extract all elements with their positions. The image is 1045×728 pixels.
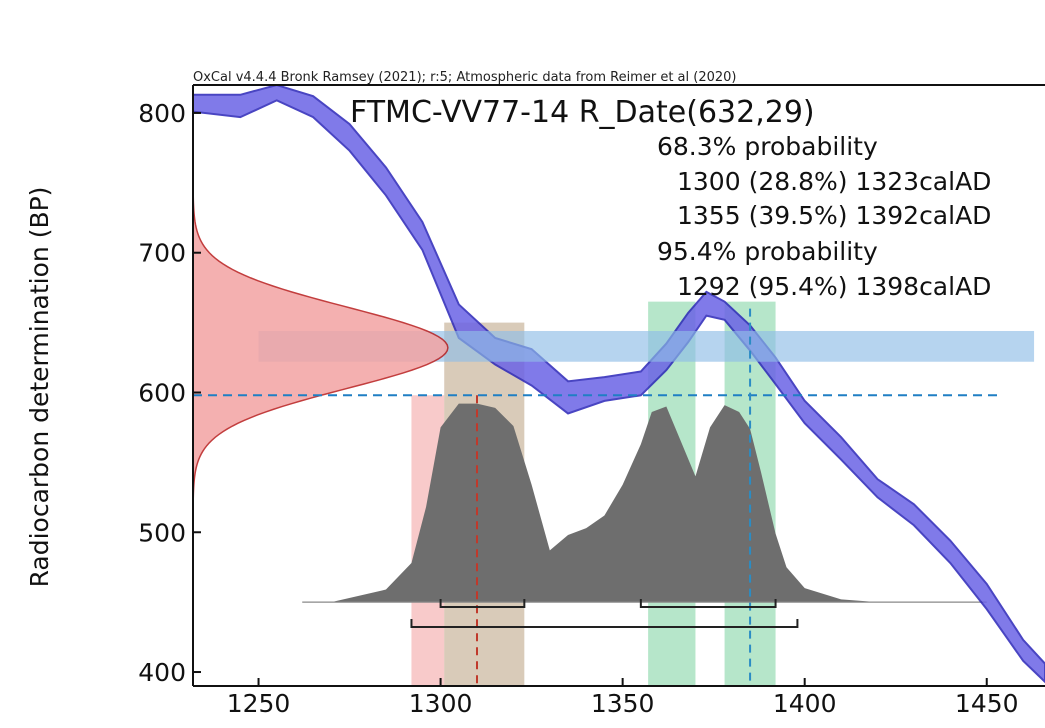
reference-lines xyxy=(193,308,1000,686)
x-tick-label-1400: 1400 xyxy=(773,689,837,718)
x-tick-label-1250: 1250 xyxy=(227,689,291,718)
y-tick-label-500: 500 xyxy=(138,518,186,547)
measurement-layer xyxy=(192,184,1035,511)
y-tick-label-700: 700 xyxy=(138,239,186,268)
prob-68-range-2: 1355 (39.5%) 1392calAD xyxy=(677,201,991,230)
measurement-gaussian xyxy=(192,184,449,511)
prob-68-label: 68.3% probability xyxy=(657,132,878,161)
x-tick-label-1450: 1450 xyxy=(955,689,1019,718)
axes: 1250 1300 1350 1400 1450 400 500 600 700 800 xyxy=(138,84,1045,718)
posterior-area xyxy=(331,403,987,603)
prob-95-range-1: 1292 (95.4%) 1398calAD xyxy=(677,272,991,301)
range-bracket-2 xyxy=(639,599,777,608)
range-brackets xyxy=(410,599,799,628)
chart-credit: OxCal v4.4.4 Bronk Ramsey (2021); r:5; A… xyxy=(193,70,736,85)
prob-95-label: 95.4% probability xyxy=(657,237,878,266)
range-bracket-1 xyxy=(439,599,526,608)
range-bracket-3 xyxy=(410,619,799,628)
y-tick-label-600: 600 xyxy=(138,378,186,407)
y-tick-label-400: 400 xyxy=(138,658,186,687)
posterior-distribution xyxy=(302,403,987,603)
chart-title: FTMC-VV77-14 R_Date(632,29) xyxy=(350,95,815,130)
y-axis-label: Radiocarbon determination (BP) xyxy=(25,187,54,588)
y-tick-label-800: 800 xyxy=(138,99,186,128)
x-tick-label-1300: 1300 xyxy=(409,689,473,718)
x-tick-label-1350: 1350 xyxy=(591,689,655,718)
prob-68-range-1: 1300 (28.8%) 1323calAD xyxy=(677,167,991,196)
